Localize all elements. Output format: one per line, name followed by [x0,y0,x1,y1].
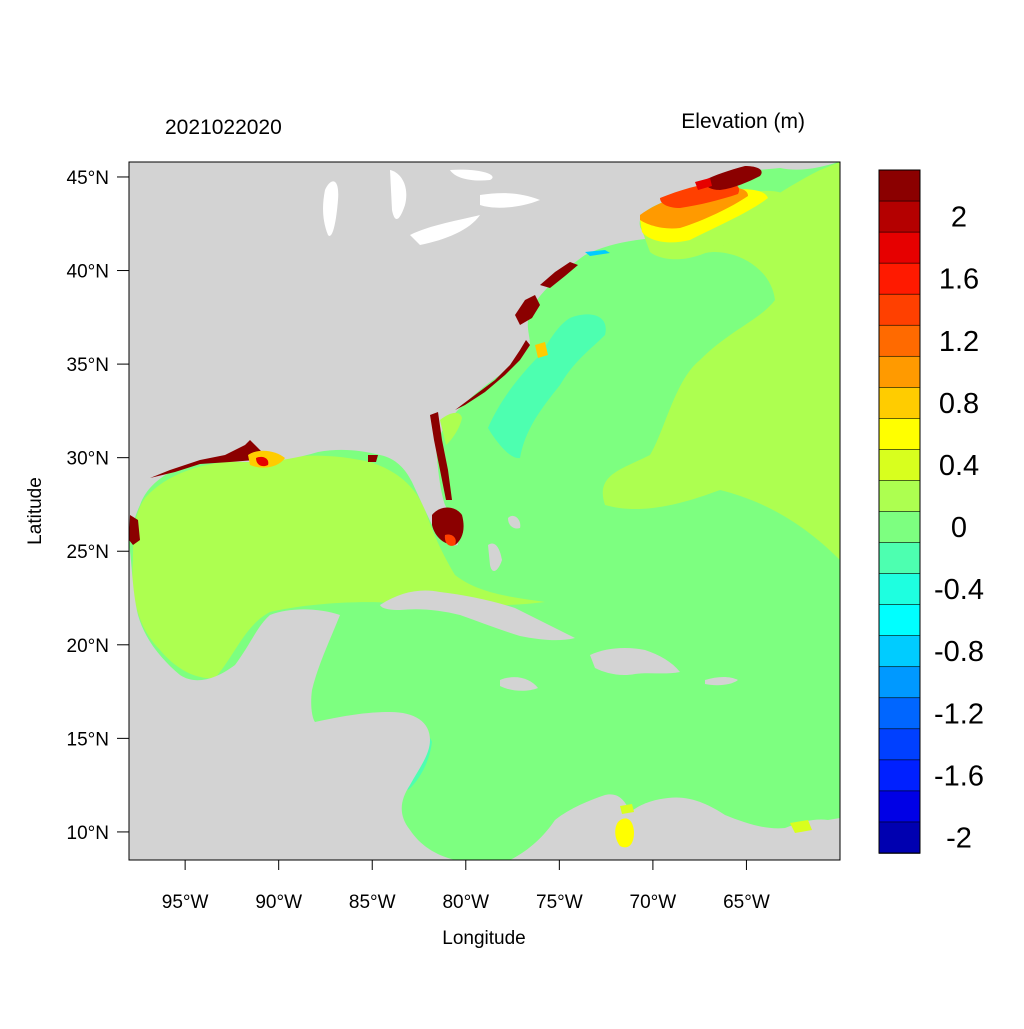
colorbar-swatch [878,169,921,202]
variable-title: Elevation (m) [681,110,805,133]
x-tick-label: 90°W [255,892,302,913]
surge-gulf-of-venezuela [620,804,634,814]
colorbar-label: -1.2 [934,698,984,730]
colorbar-swatch [878,790,921,823]
surge-louisiana-core [256,456,269,467]
land-central-america [129,545,455,860]
surge-south-florida [432,507,464,545]
x-axis: 95°W 90°W 85°W 80°W 75°W 70°W 65°W [162,860,770,913]
y-axis-label: Latitude [25,477,46,545]
colorbar-swatch [878,355,921,389]
timestamp-title: 2021022020 [165,116,282,139]
x-tick-label: 80°W [442,892,489,913]
surge-florida-tip [444,534,456,546]
colorbar-swatch [878,821,921,854]
colorbar-swatch [878,511,921,544]
gulf-of-mexico [132,455,545,679]
y-tick-label: 30°N [67,449,109,470]
x-tick-label: 70°W [630,892,677,913]
surge-chesapeake [515,295,540,325]
y-tick-label: 40°N [67,262,109,283]
colorbar-label: 0 [951,512,967,544]
surge-pamlico [535,342,548,358]
colorbar-swatch [878,728,921,761]
surge-bay-of-fundy [704,166,762,190]
land-north-america [129,162,838,546]
surge-big-bend [368,455,378,462]
colorbar-swatch [878,573,921,606]
colorbar-label: -0.8 [934,636,984,668]
colorbar-swatch [878,262,921,295]
surge-florida-east-coast [430,412,452,500]
colorbar-swatch [878,604,921,637]
x-tick-label: 75°W [536,892,583,913]
colorbar-swatch [878,449,921,482]
colorbar-label: -1.6 [934,760,984,792]
surge-ny-coast [540,262,578,288]
colorbar-swatch [878,666,921,699]
colorbar-swatch [878,480,921,513]
land-puerto-rico [705,677,738,686]
colorbar-swatch [878,635,921,668]
y-tick-label: 35°N [67,355,109,376]
map-frame [128,161,841,861]
y-tick-label: 25°N [67,542,109,563]
great-lakes [323,169,540,245]
colorbar-label: -0.4 [934,574,984,606]
surge-long-island [585,250,610,256]
colorbar-label: 2 [951,202,967,234]
y-tick-label: 45°N [67,168,109,189]
colorbar-label: -2 [946,822,972,854]
map-plot-area [129,162,840,860]
colorbar-swatch [878,542,921,575]
colorbar-label: 0.4 [939,450,979,482]
land-hispaniola [590,647,680,676]
surge-trinidad [790,820,812,833]
surge-gulf-coast [150,440,262,478]
land-bahamas [488,515,521,572]
surge-carolina-coast [455,340,530,410]
land-cuba [380,590,575,641]
colorbar-label: 1.2 [939,326,979,358]
land-jamaica [500,677,538,691]
colorbar-label: 0.8 [939,388,979,420]
ocean-positive-region [602,162,840,560]
x-axis-label: Longitude [442,928,525,949]
x-tick-label: 95°W [162,892,209,913]
y-tick-label: 10°N [67,823,109,844]
colorbar-swatch [878,324,921,358]
colorbar-swatch [878,231,921,264]
x-tick-label: 65°W [723,892,770,913]
land-south-america [510,794,840,860]
colorbar-legend: 2 1.6 1.2 0.8 0.4 0 -0.4 -0.8 -1.2 -1.6 -2 [878,169,984,854]
surge-maine-coast [695,178,712,190]
colorbar-swatch [878,418,921,451]
colorbar-swatch [878,387,921,420]
surge-east-coast-shelf [440,412,462,445]
ocean-negative-region [488,314,606,459]
y-axis: 45°N 40°N 35°N 30°N 25°N 20°N 15°N 10°N [67,168,129,844]
y-tick-label: 20°N [67,636,109,657]
colorbar-frame [878,169,921,854]
surge-texas [129,515,140,545]
y-tick-label: 15°N [67,729,109,750]
lake-maracaibo [615,818,634,848]
colorbar-swatch [878,759,921,792]
colorbar-label: 1.6 [939,264,979,296]
colorbar-swatch [878,200,921,233]
colorbar-swatch [878,293,921,327]
x-tick-label: 85°W [349,892,396,913]
colorbar-swatch [878,697,921,730]
